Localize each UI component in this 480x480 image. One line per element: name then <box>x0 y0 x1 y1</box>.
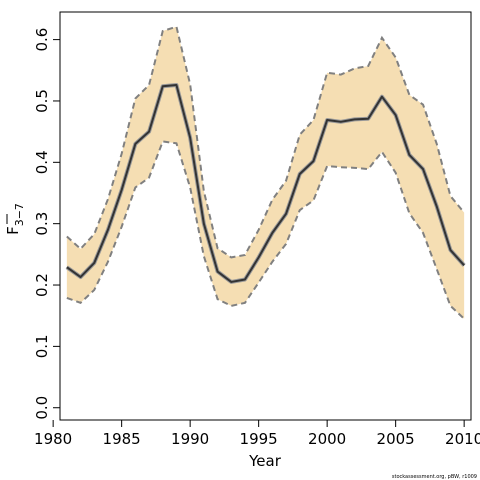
plot-frame <box>59 11 472 421</box>
axes: 1980 1985 1990 1995 2000 2005 2010 0.0 0.1 0.2 0.3… <box>33 28 480 448</box>
upper-bound-line <box>66 25 465 259</box>
estimate-line <box>66 84 465 283</box>
y-axis-title-subscript: 3−7 <box>13 203 26 226</box>
x-tick-label: 2005 <box>377 430 415 448</box>
lower-bound-line <box>66 140 465 320</box>
y-tick-label: 0.3 <box>33 212 51 236</box>
x-tick-label: 2000 <box>308 430 346 448</box>
y-tick-label: 0.5 <box>33 89 51 113</box>
y-tick-label: 0.2 <box>33 273 51 297</box>
x-tick-label: 1980 <box>34 430 72 448</box>
y-tick-label: 0.0 <box>33 396 51 420</box>
x-tick-label: 2010 <box>445 430 480 448</box>
x-tick-label: 1990 <box>171 430 209 448</box>
y-tick-label: 0.6 <box>33 28 51 52</box>
y-tick-label: 0.1 <box>33 334 51 358</box>
y-tick-label: 0.4 <box>33 150 51 174</box>
x-tick-label: 1995 <box>240 430 278 448</box>
credit-text: stockassessment.org, pBW, r1009 <box>392 474 477 480</box>
svg-text:F3−7: F3−7 <box>4 203 26 235</box>
x-tick-label: 1985 <box>103 430 141 448</box>
plot-area <box>65 25 466 320</box>
y-axis-title-main: F <box>4 226 22 235</box>
x-axis-title: Year <box>248 452 282 470</box>
y-axis-title: F3−7 <box>4 203 26 235</box>
confidence-band <box>66 26 465 319</box>
